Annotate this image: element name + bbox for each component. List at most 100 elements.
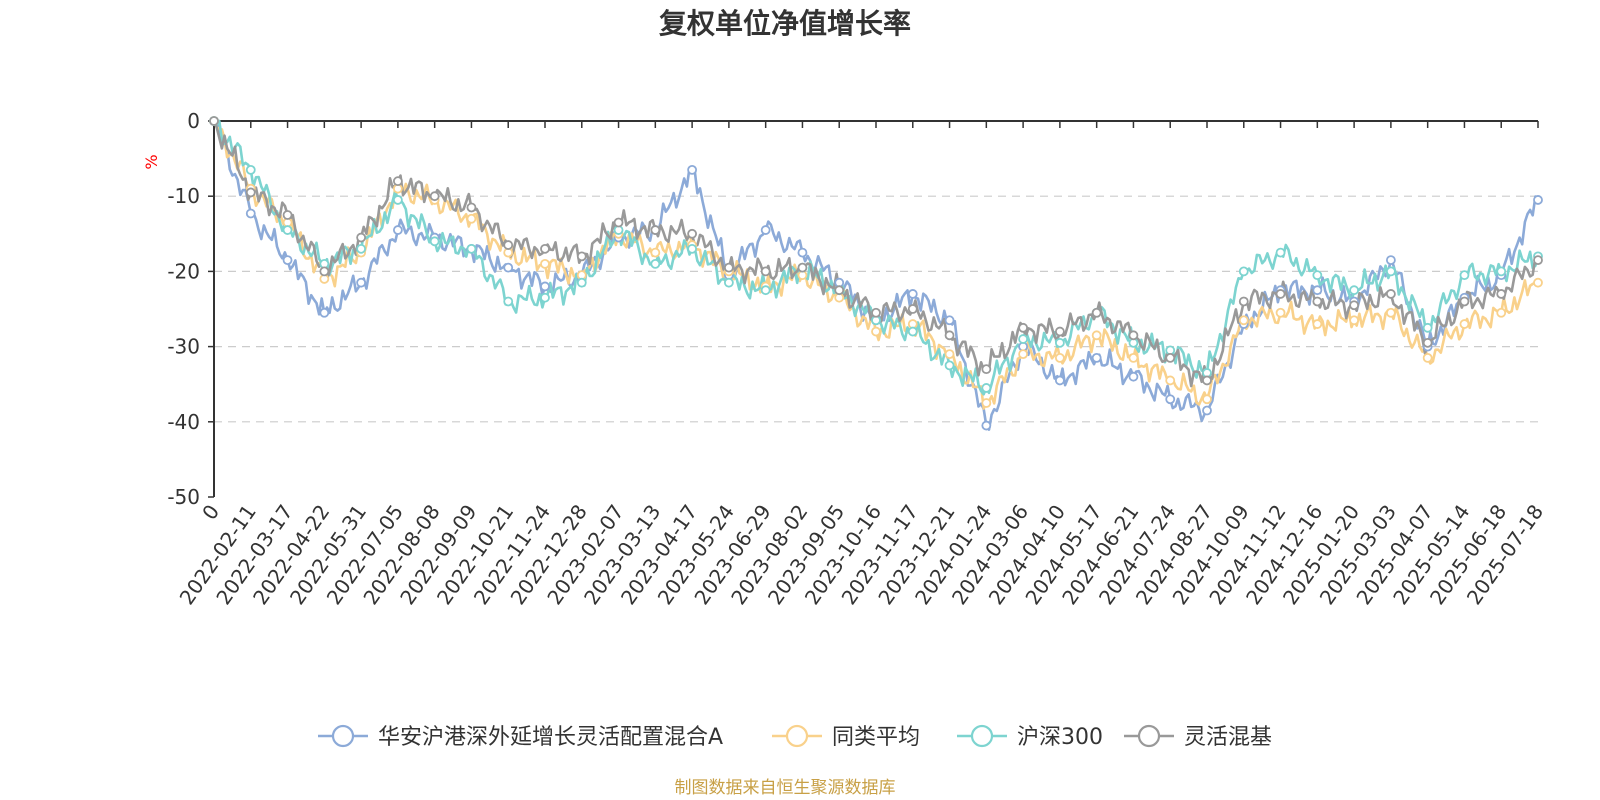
series-2-point [1459,270,1470,281]
series-3-point [282,210,293,220]
legend-item-2[interactable]: 沪深300 [957,724,1103,750]
series-3-point [1165,352,1176,363]
series-0-point [687,164,698,175]
series-line-2 [212,119,1540,396]
series-1-point [1422,352,1433,363]
series-3-point [1054,326,1065,337]
series-1-point [1128,352,1139,363]
series-3-point [1312,296,1323,307]
legend-item-0[interactable]: 华安沪港深外延增长灵活配置混合A [318,724,723,750]
series-3-point [981,364,992,375]
series-lines [212,119,1540,431]
source-note: 制图数据来自恒生聚源数据库 [675,778,896,798]
x-tick-label: 0 [197,500,224,524]
series-0-point [1312,285,1323,296]
series-3-point [1202,375,1212,386]
series-2-point [282,225,293,235]
series-2-point [723,277,734,288]
series-2-point [466,243,477,254]
y-axis-unit: % [142,154,161,169]
series-0-point [797,247,808,258]
chart-title: 复权单位净值增长率 [659,7,911,40]
axes: 0-10-20-30-40-5002022-02-112022-03-17202… [167,109,1548,609]
y-tick-label: -40 [167,410,200,434]
series-1-point [1349,315,1360,326]
series-2-point [356,243,367,254]
series-3-point [907,304,918,314]
series-0-point [319,307,330,318]
series-1-point [1385,307,1396,318]
series-3-point [797,262,808,273]
series-3-point [466,202,477,213]
legend-label: 华安沪港深外延增长灵活配置混合A [378,725,723,750]
legend-label: 沪深300 [1017,725,1103,750]
series-2-point [1312,270,1323,281]
series-3-point [319,266,330,277]
series-3-point [429,191,440,202]
series-2-point [1385,266,1396,277]
series-1-point [540,258,550,269]
series-2-point [650,258,661,269]
series-2-point [1275,247,1286,258]
series-3-point [1496,289,1507,299]
series-0-point [1128,371,1139,382]
series-3-point [1459,296,1470,307]
y-tick-label: -30 [167,335,200,359]
series-3-point [687,228,698,239]
series-3-point [392,176,403,187]
legend-item-3[interactable]: 灵活混基 [1124,724,1272,750]
series-0-point [944,315,955,326]
series-3-point [1018,322,1029,333]
series-2-point [1018,334,1029,344]
series-2-point [944,360,955,371]
series-1-point [650,247,661,258]
series-3-point [1128,330,1139,341]
series-2-point [392,195,403,205]
series-0-point [981,420,992,431]
series-3-point [1385,289,1396,299]
series-1-point [1091,330,1102,341]
legend-label: 灵活混基 [1184,725,1272,750]
series-1-point [1533,277,1543,288]
series-3-point [245,187,256,198]
series-2-point [1054,337,1065,348]
series-3-point [1091,307,1102,318]
series-0-point [1533,195,1543,205]
series-3-point [944,330,955,341]
series-1-point [871,326,881,337]
series-1-point [1275,307,1286,318]
series-1-point [1165,375,1176,386]
series-1-point [466,213,477,224]
series-3-point [1275,289,1286,299]
legend-item-1[interactable]: 同类平均 [772,724,920,750]
series-0-point [1054,375,1065,386]
series-1-point [981,398,992,408]
series-2-point [576,277,587,288]
series-1-point [944,349,955,360]
series-3-point [1238,296,1249,307]
series-0-point [245,208,256,219]
series-1-point [1459,319,1470,329]
series-2-point [429,236,440,247]
legend-swatch-marker [1137,724,1161,748]
series-0-point [503,262,514,273]
legend-swatch-marker [785,724,809,748]
legend-swatch-marker [331,724,355,748]
series-3-point [209,116,219,126]
series-2-point [503,296,514,307]
series-3-point [503,240,514,250]
series-0-point [1165,394,1176,405]
series-2-point [1238,266,1249,277]
series-2-point [1422,322,1433,333]
series-3-point [576,251,587,262]
series-2-point [760,285,771,296]
series-1-point [1202,394,1212,405]
series-markers [209,116,1543,431]
series-2-point [1349,285,1360,296]
y-tick-label: -10 [167,184,200,208]
series-0-point [282,255,293,266]
series-3-point [723,262,734,273]
series-3-point [650,225,661,235]
series-3-point [1349,300,1360,311]
